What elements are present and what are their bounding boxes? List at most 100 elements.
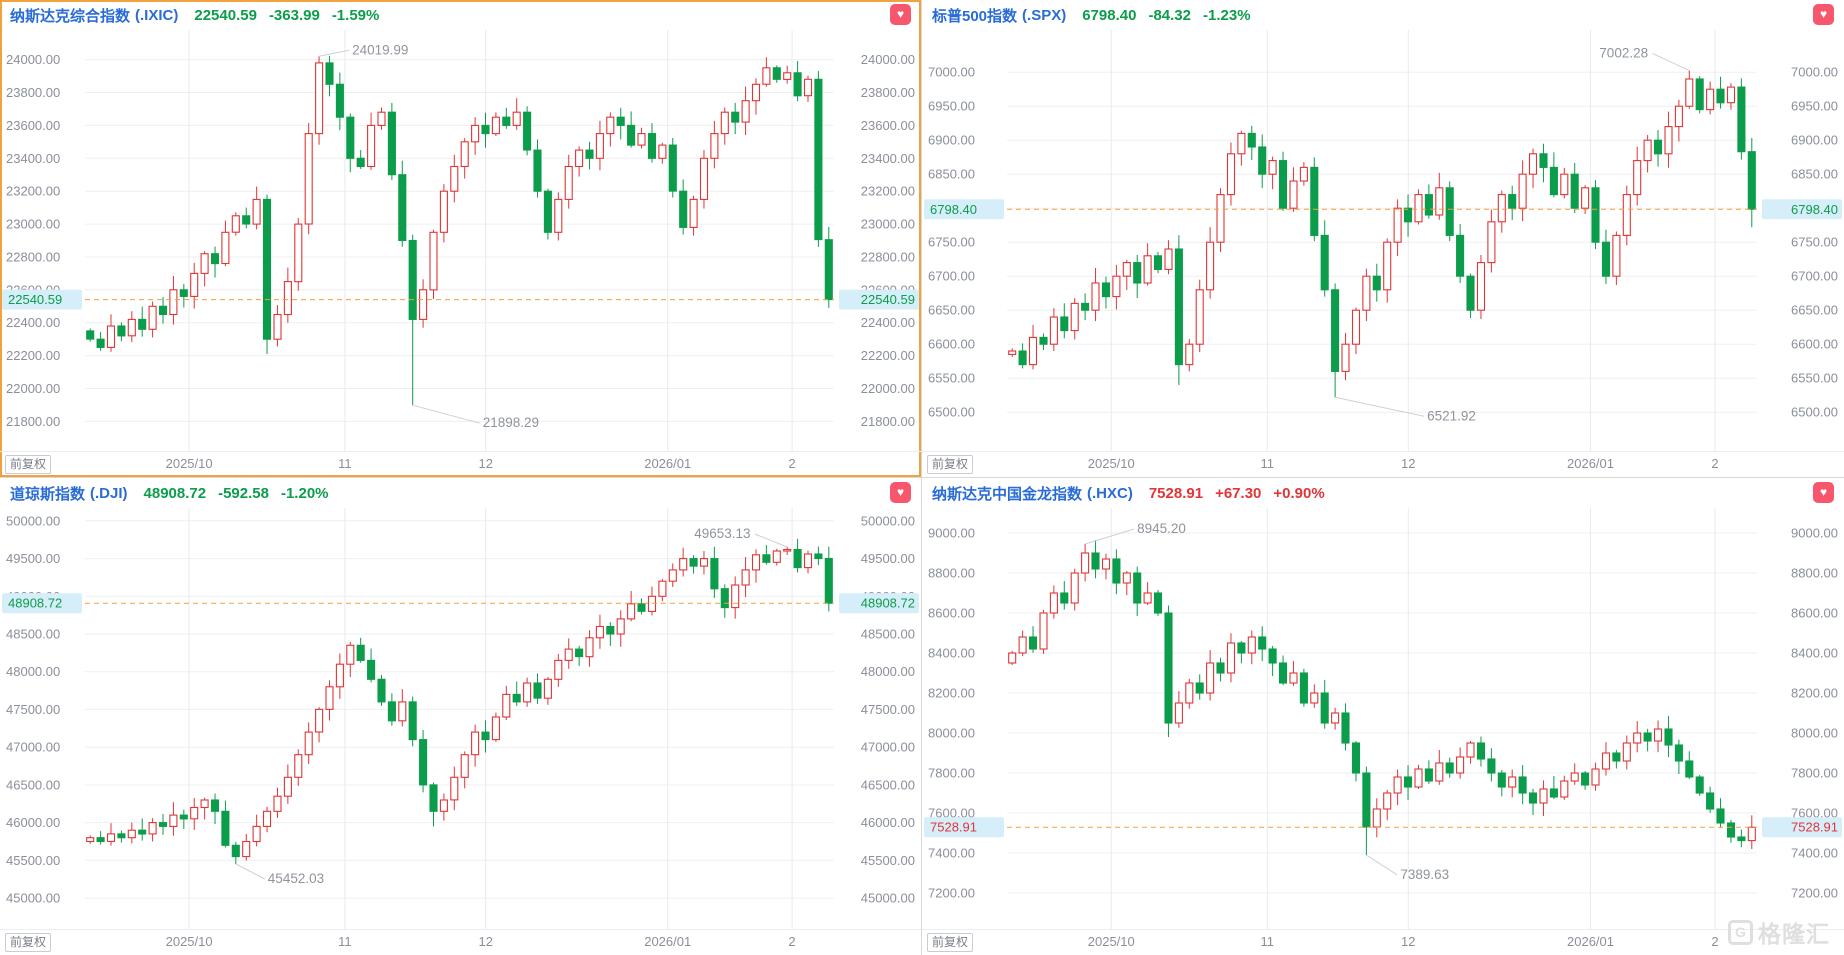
candle-up [502,685,511,721]
candle-down [1549,152,1558,198]
candle-down [772,65,781,83]
candle-up [1456,747,1465,779]
price-change-pct: -1.59% [331,6,380,24]
candle-down [138,306,147,337]
candle-up [471,724,480,767]
candle-down [668,138,677,198]
candle-up [1143,582,1152,605]
svg-text:48908.72: 48908.72 [861,596,915,611]
candle-up [294,749,303,786]
candle-up [731,576,740,619]
svg-text:8800.00: 8800.00 [1791,566,1838,581]
candle-up [252,814,261,847]
svg-text:7600.00: 7600.00 [928,806,975,821]
svg-text:45500.00: 45500.00 [6,853,60,868]
candle-up [262,806,272,833]
svg-text:8945.20: 8945.20 [1137,521,1186,536]
site-watermark: G 格隆汇 [1728,915,1830,949]
x-axis-label: 11 [1260,456,1275,471]
candle-down [1664,716,1673,758]
svg-text:45500.00: 45500.00 [861,853,915,868]
candle-up [1247,630,1256,665]
candle-up [106,823,116,846]
candle-down [335,72,344,131]
candle-down [1268,645,1277,676]
candle-down [1153,589,1163,616]
candle-up [1122,259,1131,291]
adjust-mode-button[interactable]: 前复权 [927,455,974,474]
svg-text:23800.00: 23800.00 [6,85,60,100]
candle-down [179,809,188,829]
candle-up [1351,307,1361,355]
candle-up [668,563,677,587]
candle-down [1706,786,1715,813]
candle-up [595,614,604,649]
candle-down [1456,224,1465,283]
index-code: (.SPX) [1022,6,1067,24]
svg-text:8000.00: 8000.00 [928,726,975,741]
candle-down [1153,251,1163,274]
candle-up [1674,99,1683,142]
svg-text:8000.00: 8000.00 [1791,726,1838,741]
candle-up [720,107,729,145]
candle-up [595,120,604,171]
candle-down [1060,581,1069,610]
favorite-button[interactable]: ♥ [890,4,911,25]
chart-panel-dji[interactable]: 道琼斯指数 (.DJI) 48908.72 -592.58 -1.20% ♥ 4… [0,478,921,955]
svg-text:48908.72: 48908.72 [8,596,62,611]
chart-panel-ixic[interactable]: 纳斯达克综合指数 (.IXIC) 22540.59 -363.99 -1.59%… [0,0,921,477]
candle-up [1435,172,1444,220]
candle-up [1112,264,1121,310]
favorite-button[interactable]: ♥ [890,482,911,503]
candlestick-chart[interactable]: 7200.00 7200.00 7400.00 7400.00 7600.00 7600.… [922,508,1844,929]
candle-down [824,226,833,308]
candle-up [242,833,251,861]
x-axis-label: 2 [788,456,796,471]
svg-text:8200.00: 8200.00 [928,686,975,701]
candle-down [262,194,272,354]
index-code: (.IXIC) [135,6,179,24]
candle-up [658,142,667,164]
candle-down [679,179,688,235]
candle-up [1008,348,1017,358]
svg-text:23000.00: 23000.00 [6,217,60,232]
candle-up [1206,650,1215,701]
candlestick-chart[interactable]: 45000.00 45000.00 45500.00 45500.00 46000.00… [0,508,921,929]
candlestick-chart[interactable]: 6500.00 6500.00 6550.00 6550.00 6600.00 6600.… [922,30,1844,451]
chart-panel-hxc[interactable]: 纳斯达克中国金龙指数 (.HXC) 7528.91 +67.30 +0.90% … [922,478,1844,955]
svg-text:23200.00: 23200.00 [6,184,60,199]
candle-down [1039,333,1048,350]
candle-up [169,802,178,836]
svg-text:22200.00: 22200.00 [861,348,915,363]
last-price: 7528.91 [1148,484,1204,502]
candlestick-chart[interactable]: 21800.00 21800.00 22000.00 22000.00 22200.00… [0,30,921,451]
svg-text:49500.00: 49500.00 [6,551,60,566]
candle-up [491,712,500,742]
candle-up [1476,255,1486,320]
svg-text:6600.00: 6600.00 [1791,337,1838,352]
adjust-mode-button[interactable]: 前复权 [5,933,52,952]
candle-down [1674,739,1683,774]
adjust-mode-button[interactable]: 前复权 [927,933,974,952]
svg-text:22400.00: 22400.00 [861,315,915,330]
candle-up [1268,156,1277,190]
svg-text:6950.00: 6950.00 [1791,99,1838,114]
candle-down [356,150,365,169]
x-axis-label: 11 [1260,934,1275,949]
svg-text:7389.63: 7389.63 [1400,867,1449,882]
favorite-button[interactable]: ♥ [1813,4,1834,25]
svg-text:7528.91: 7528.91 [930,820,977,835]
chart-panel-spx[interactable]: 标普500指数 (.SPX) 6798.40 -84.32 -1.23% ♥ 6… [922,0,1844,477]
candle-down [1476,736,1486,767]
svg-text:46000.00: 46000.00 [6,815,60,830]
gridlines [85,30,834,451]
candle-up [689,195,698,236]
adjust-mode-button[interactable]: 前复权 [5,455,52,474]
candle-down [408,696,417,747]
extreme-annotation: 49653.13 [694,526,788,548]
svg-text:7002.28: 7002.28 [1599,46,1648,61]
candles [1008,70,1756,398]
favorite-button[interactable]: ♥ [1813,482,1834,503]
candle-down [325,55,334,97]
gridlines [1007,30,1757,451]
